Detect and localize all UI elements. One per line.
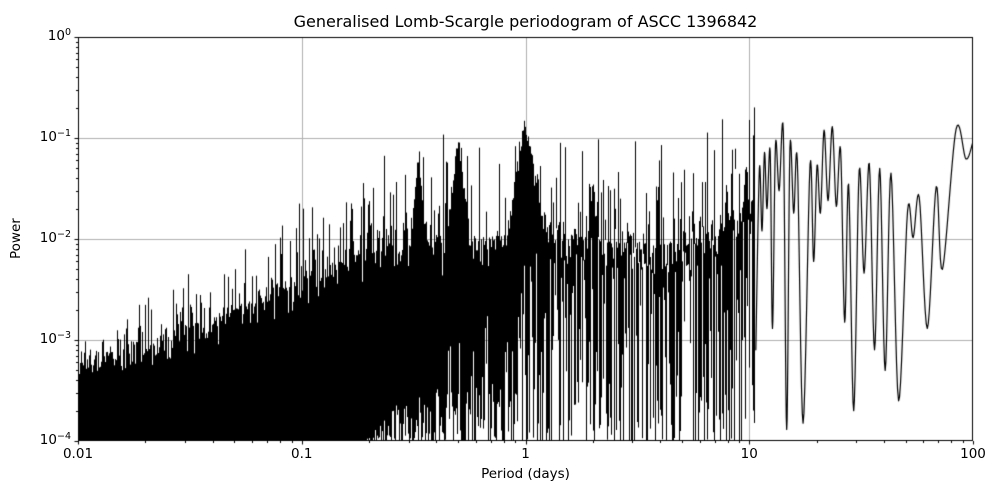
- x-axis-label: Period (days): [481, 466, 570, 482]
- x-tick-label: 10: [740, 446, 758, 462]
- y-tick-exponent: −3: [56, 330, 71, 341]
- y-tick-label: 10−1: [17, 128, 71, 145]
- chart-title: Generalised Lomb-Scargle periodogram of …: [293, 12, 758, 31]
- y-tick-base: 10: [39, 331, 57, 347]
- y-tick-label: 100: [17, 27, 71, 44]
- y-tick-base: 10: [39, 230, 57, 246]
- y-tick-base: 10: [39, 432, 57, 448]
- x-tick-label: 100: [960, 446, 986, 462]
- y-tick-label: 10−3: [17, 330, 71, 347]
- x-tick-label: 1: [521, 446, 530, 462]
- y-tick-label: 10−4: [17, 431, 71, 448]
- y-tick-exponent: −2: [56, 229, 71, 240]
- x-tick-label: 0.01: [62, 446, 94, 462]
- y-tick-label: 10−2: [17, 229, 71, 246]
- y-tick-exponent: 0: [64, 27, 71, 38]
- y-tick-exponent: −1: [56, 128, 71, 139]
- x-tick-label: 0.1: [291, 446, 313, 462]
- y-tick-base: 10: [47, 28, 65, 44]
- y-tick-base: 10: [39, 129, 57, 145]
- y-tick-exponent: −4: [56, 431, 71, 442]
